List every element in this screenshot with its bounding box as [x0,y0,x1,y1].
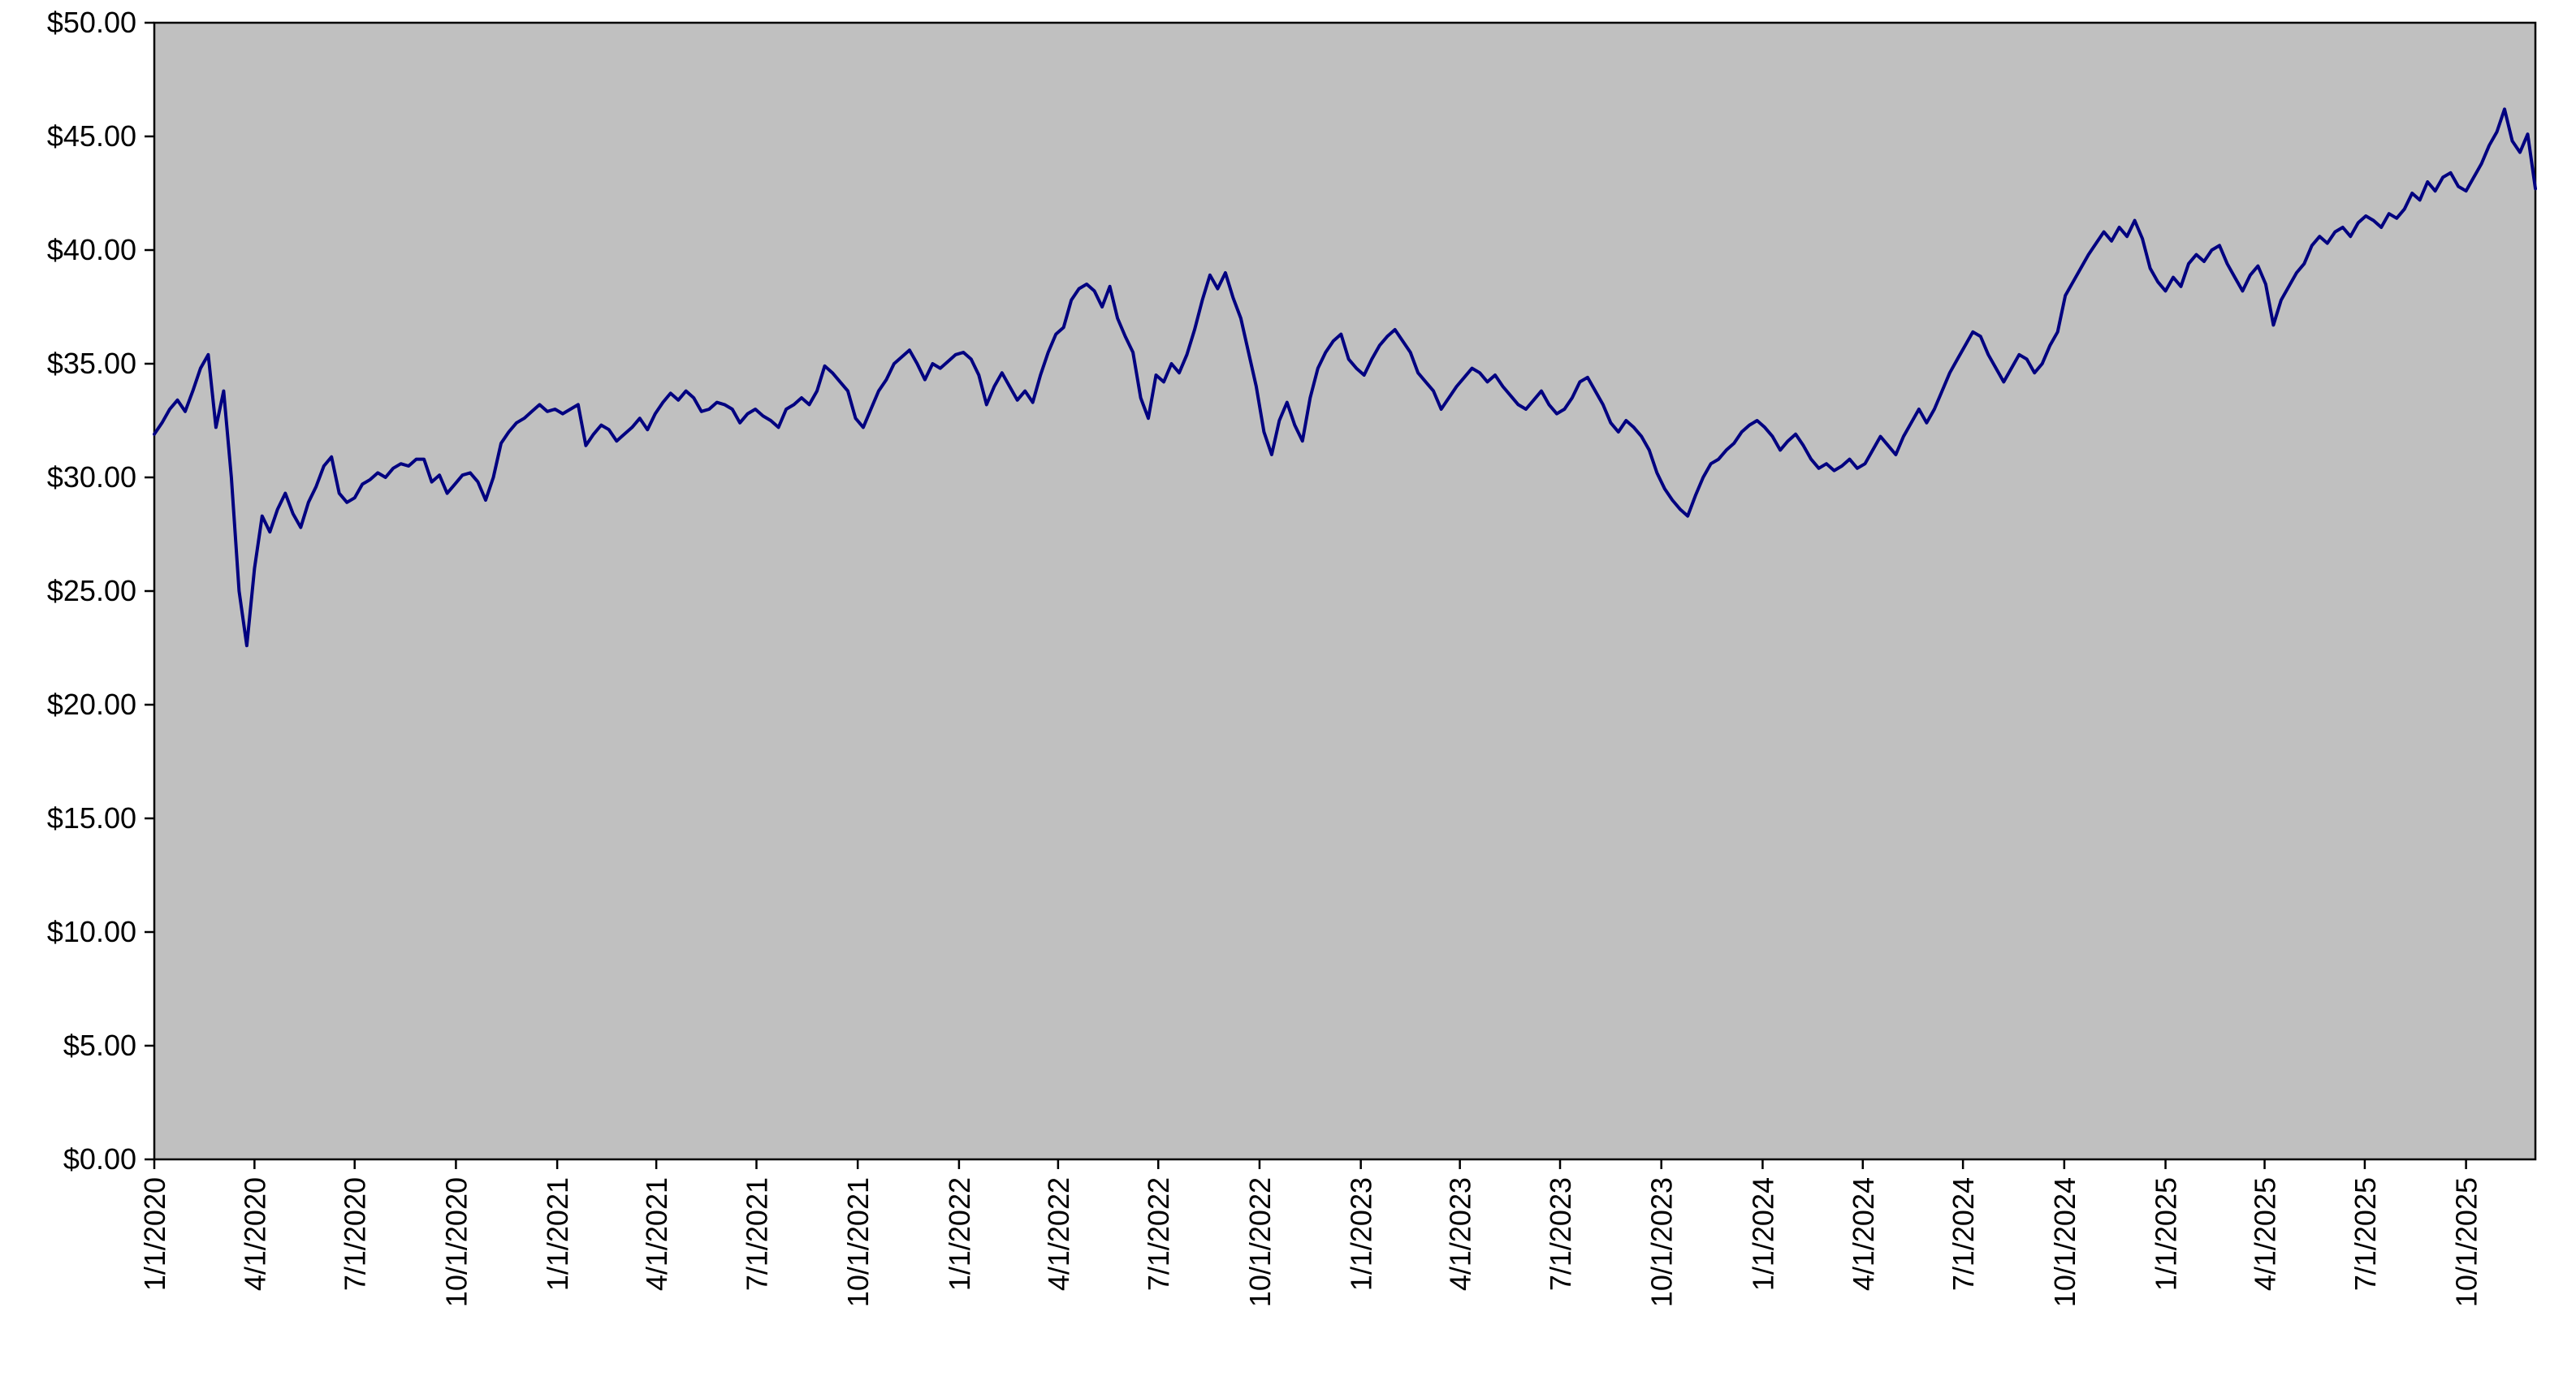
plot-area-background [154,23,2535,1159]
x-axis-label: 10/1/2020 [439,1177,473,1307]
x-axis-label: 4/1/2025 [2249,1177,2282,1291]
x-axis-label: 7/1/2021 [740,1177,773,1291]
x-axis-label: 7/1/2023 [1544,1177,1577,1291]
x-axis-label: 4/1/2024 [1847,1177,1880,1291]
x-axis-label: 4/1/2022 [1042,1177,1075,1291]
x-axis-label: 7/1/2020 [339,1177,372,1291]
x-axis-label: 10/1/2022 [1243,1177,1277,1307]
x-axis-label: 7/1/2022 [1142,1177,1175,1291]
x-axis-label: 4/1/2023 [1444,1177,1477,1291]
y-axis-label: $20.00 [47,688,136,721]
x-axis-label: 4/1/2020 [238,1177,271,1291]
x-axis-label: 1/1/2021 [541,1177,574,1291]
y-axis-label: $10.00 [47,915,136,948]
x-axis-label: 10/1/2023 [1645,1177,1679,1307]
y-axis-label: $50.00 [47,6,136,39]
x-axis-label: 10/1/2025 [2450,1177,2483,1307]
y-axis-label: $45.00 [47,119,136,153]
y-axis-label: $35.00 [47,347,136,380]
y-axis-label: $5.00 [63,1029,136,1062]
x-axis-label: 1/1/2020 [138,1177,171,1291]
y-axis-label: $30.00 [47,460,136,494]
x-axis-label: 10/1/2021 [841,1177,875,1307]
x-axis-label: 1/1/2023 [1345,1177,1378,1291]
x-axis-label: 7/1/2024 [1947,1177,1980,1291]
price-series-line [153,107,2537,648]
x-axis-label: 1/1/2025 [2150,1177,2183,1291]
x-axis-label: 1/1/2024 [1746,1177,1779,1291]
y-axis-label: $40.00 [47,233,136,266]
x-axis-label: 7/1/2025 [2349,1177,2382,1291]
y-axis-label: $15.00 [47,801,136,835]
y-axis-label: $0.00 [63,1142,136,1176]
x-axis-label: 4/1/2021 [640,1177,673,1291]
y-axis-label: $25.00 [47,574,136,607]
x-axis-label: 10/1/2024 [2048,1177,2081,1307]
x-axis-label: 1/1/2022 [943,1177,976,1291]
